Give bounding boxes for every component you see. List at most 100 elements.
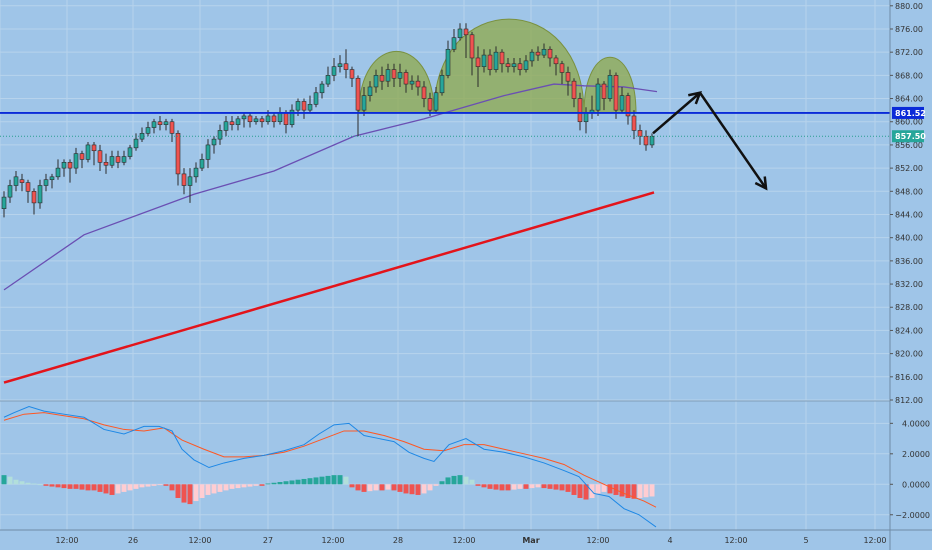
histogram-bar <box>433 484 439 486</box>
candle-body <box>307 104 313 111</box>
histogram-bar <box>517 484 523 489</box>
candle-body <box>487 54 493 70</box>
histogram-bar <box>367 484 373 492</box>
price-axis-label: 820.00 <box>895 350 923 359</box>
histogram-bar <box>439 481 445 485</box>
candle-body <box>637 130 643 137</box>
candle-body <box>259 118 265 123</box>
macd-axis-label: −2.0000 <box>895 511 930 520</box>
histogram-bar <box>241 484 247 488</box>
candle-body <box>295 101 301 111</box>
price-levels <box>0 112 890 137</box>
price-axis-label: 860.00 <box>895 118 923 127</box>
candle-body <box>517 63 523 70</box>
candle-body <box>583 112 589 123</box>
candle-body <box>301 101 307 111</box>
candle-body <box>481 54 487 67</box>
histogram-bar <box>49 484 55 487</box>
candle-body <box>523 60 529 70</box>
candle-body <box>571 80 577 99</box>
price-axis-label: 812.00 <box>895 396 923 405</box>
candle-body <box>613 75 619 111</box>
arrow-shaft <box>652 91 701 135</box>
histogram-bar <box>391 484 397 491</box>
candle-body <box>133 138 139 149</box>
candle-body <box>595 83 601 111</box>
price-axis-label: 856.00 <box>895 141 923 150</box>
histogram-bar <box>7 476 13 485</box>
histogram-bar <box>283 481 289 485</box>
arrow-shaft <box>698 92 768 190</box>
pattern-hump <box>358 50 435 114</box>
candle-body <box>289 109 295 125</box>
histogram-bar <box>457 475 463 485</box>
candle-body <box>433 92 439 111</box>
candle-body <box>607 75 613 99</box>
candle-body <box>241 115 247 120</box>
candle-body <box>469 34 475 59</box>
candle-body <box>631 115 637 131</box>
histogram-bar <box>211 484 217 494</box>
candle-body <box>403 72 409 85</box>
candle-body <box>127 147 133 157</box>
histogram-bar <box>157 484 163 486</box>
histogram-bar <box>349 484 355 488</box>
histogram-bar <box>643 484 649 498</box>
price-axis-label: 876.00 <box>895 25 923 34</box>
histogram-bar <box>163 484 169 486</box>
histogram-bar <box>37 484 43 486</box>
histogram-bar <box>475 484 481 486</box>
candle-body <box>31 191 37 204</box>
histogram-bar <box>43 484 49 486</box>
histogram-bar <box>19 481 25 485</box>
macd-axis-label: 2.0000 <box>902 450 930 459</box>
histogram-bar <box>121 484 127 492</box>
candle-body <box>217 130 223 140</box>
candle-body <box>247 115 253 123</box>
grid-lines <box>0 0 890 530</box>
histogram-bar <box>583 484 589 500</box>
candle-body <box>205 144 211 160</box>
histogram-bar <box>1 475 7 485</box>
histogram-bar <box>277 482 283 485</box>
price-axis-label: 872.00 <box>895 48 923 57</box>
histogram-bar <box>79 484 85 490</box>
histogram-bar <box>139 484 145 488</box>
candle-body <box>379 75 385 82</box>
histogram-bar <box>631 484 637 499</box>
candle-body <box>559 63 565 73</box>
price-axis-background <box>890 0 932 550</box>
time-axis-label: 12:00 <box>863 536 886 545</box>
histogram-bar <box>601 484 607 492</box>
price-axis-label: 852.00 <box>895 164 923 173</box>
candle-body <box>415 80 421 88</box>
candle-body <box>565 72 571 82</box>
candle-body <box>349 69 355 79</box>
candle-body <box>193 167 199 178</box>
histogram-bar <box>415 484 421 495</box>
candle-body <box>121 156 127 163</box>
histogram-bar <box>13 479 19 485</box>
price-axis-label: 864.00 <box>895 95 923 104</box>
histogram-bar <box>451 475 457 485</box>
histogram-bar <box>505 484 511 491</box>
histogram-bar <box>559 484 565 491</box>
candle-body <box>451 37 457 50</box>
candle-body <box>181 173 187 186</box>
candle-body <box>13 176 19 186</box>
histogram-bar <box>217 484 223 492</box>
histogram-bar <box>85 484 91 491</box>
candle-body <box>457 28 463 38</box>
candle-body <box>541 48 547 56</box>
price-axis-label: 880.00 <box>895 2 923 11</box>
candle-body <box>439 75 445 94</box>
candle-body <box>331 66 337 76</box>
candle-body <box>175 133 181 175</box>
candle-body <box>283 112 289 125</box>
candle-body <box>313 92 319 105</box>
histogram-bar <box>313 477 319 485</box>
histogram-bar <box>649 484 655 497</box>
candle-body <box>505 63 511 67</box>
